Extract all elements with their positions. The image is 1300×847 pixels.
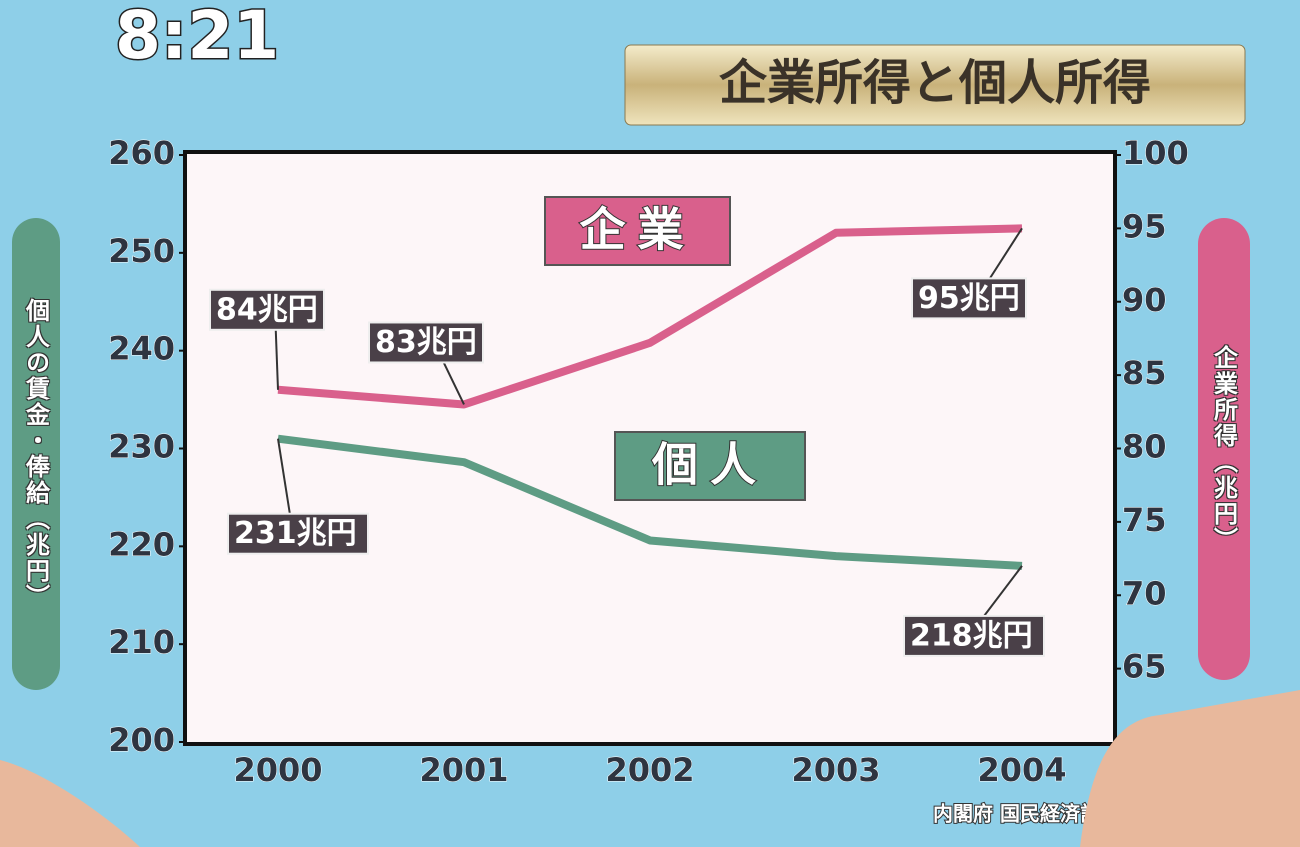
value-label-box [911, 277, 1027, 320]
value-label-box [903, 614, 1045, 657]
value-label-box [368, 321, 484, 364]
hand [0, 760, 140, 847]
y2-tick-label: 65 [1122, 648, 1167, 686]
series-line [277, 224, 1023, 409]
clock: 8:21 [115, 0, 279, 74]
y-tick-label: 230 [108, 428, 175, 466]
x-tick-label: 2003 [791, 751, 880, 789]
title-banner [624, 44, 1246, 126]
y-tick-label: 250 [108, 232, 175, 270]
y-tick-label: 240 [108, 330, 175, 368]
y2-tick-label: 90 [1122, 281, 1167, 319]
value-label: 231兆円 [234, 516, 357, 551]
series-line [277, 434, 1023, 570]
hand [1080, 690, 1300, 847]
value-label-box [227, 512, 369, 555]
value-label: 84兆円 [216, 292, 318, 327]
y2-tick-label: 75 [1122, 501, 1167, 539]
y2-tick-label: 100 [1122, 134, 1189, 172]
value-label-box [209, 288, 325, 331]
y-axis-title: 個人の賃金・俸給（兆円） [12, 218, 60, 690]
value-label: 218兆円 [910, 618, 1033, 653]
y-tick-label: 210 [108, 623, 175, 661]
chart-title: 企業所得と個人所得 [719, 55, 1151, 111]
value-label: 83兆円 [375, 325, 477, 360]
value-label: 95兆円 [918, 281, 1020, 316]
y2-tick-label: 95 [1122, 207, 1167, 245]
legend-label: 個人 [651, 438, 768, 492]
y-tick-label: 260 [108, 134, 175, 172]
legend-label: 企業 [580, 203, 696, 257]
x-tick-label: 2001 [419, 751, 508, 789]
legend-box [614, 431, 806, 501]
legend-box [544, 196, 731, 266]
y-tick-label: 220 [108, 525, 175, 563]
x-tick-label: 2004 [977, 751, 1066, 789]
y2-tick-label: 85 [1122, 354, 1167, 392]
y2-tick-label: 70 [1122, 574, 1167, 612]
y2-tick-label: 80 [1122, 428, 1167, 466]
y-tick-label: 200 [108, 721, 175, 759]
x-tick-label: 2002 [605, 751, 694, 789]
y2-axis-title: 企業所得（兆円） [1198, 218, 1250, 680]
x-tick-label: 2000 [233, 751, 322, 789]
